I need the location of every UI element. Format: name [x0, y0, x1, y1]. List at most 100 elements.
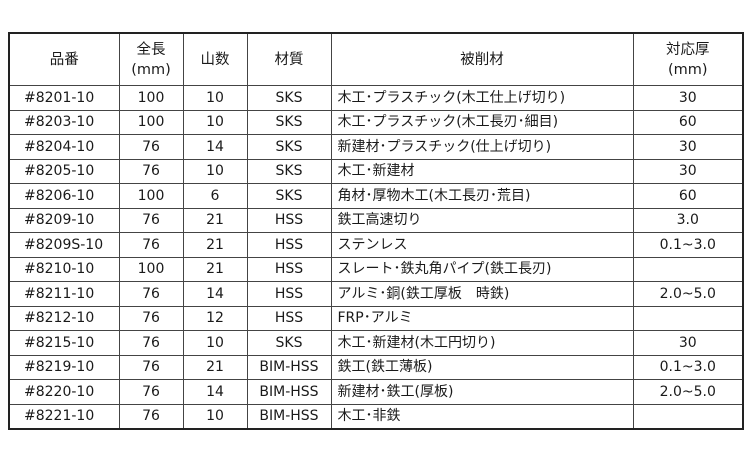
table-row: #8220-10 76 14 BIM-HSS 新建材･鉄工(厚板) 2.0~5.0 [8, 379, 744, 405]
cell-code: #8201-10 [8, 85, 120, 111]
table-row: #8206-10 100 6 SKS 角材･厚物木工(木工長刃･荒目) 60 [8, 183, 744, 209]
table-row: #8204-10 76 14 SKS 新建材･プラスチック(仕上げ切り) 30 [8, 134, 744, 160]
cell-material: BIM-HSS [246, 354, 332, 380]
cell-length: 76 [118, 354, 184, 380]
cell-teeth: 21 [182, 232, 248, 258]
cell-length: 76 [118, 379, 184, 405]
cell-teeth: 10 [182, 85, 248, 111]
header-teeth: 山数 [182, 32, 248, 86]
table-row: #8203-10 100 10 SKS 木工･プラスチック(木工長刃･細目) 60 [8, 109, 744, 135]
cell-workpiece: 鉄工高速切り [330, 207, 634, 233]
cell-length: 76 [118, 207, 184, 233]
header-thickness: 対応厚 (mm) [632, 32, 744, 86]
cell-length: 100 [118, 256, 184, 282]
cell-teeth: 21 [182, 354, 248, 380]
cell-length: 76 [118, 330, 184, 356]
table-row: #8212-10 76 12 HSS FRP･アルミ [8, 305, 744, 331]
cell-thickness: 2.0~5.0 [632, 281, 744, 307]
cell-teeth: 14 [182, 281, 248, 307]
table-row: #8210-10 100 21 HSS スレート･鉄丸角パイプ(鉄工長刃) [8, 256, 744, 282]
header-length-unit: (mm) [131, 61, 171, 78]
cell-thickness: 60 [632, 183, 744, 209]
cell-length: 100 [118, 109, 184, 135]
cell-length: 76 [118, 403, 184, 430]
cell-teeth: 14 [182, 379, 248, 405]
header-workpiece: 被削材 [330, 32, 634, 86]
cell-thickness: 0.1~3.0 [632, 354, 744, 380]
cell-code: #8209S-10 [8, 232, 120, 258]
cell-workpiece: 新建材･プラスチック(仕上げ切り) [330, 134, 634, 160]
table-row: #8205-10 76 10 SKS 木工･新建材 30 [8, 158, 744, 184]
cell-thickness: 3.0 [632, 207, 744, 233]
cell-code: #8204-10 [8, 134, 120, 160]
cell-code: #8219-10 [8, 354, 120, 380]
table-row: #8219-10 76 21 BIM-HSS 鉄工(鉄工薄板) 0.1~3.0 [8, 354, 744, 380]
cell-code: #8215-10 [8, 330, 120, 356]
table-row: #8211-10 76 14 HSS アルミ･銅(鉄工厚板 時鉄) 2.0~5.0 [8, 281, 744, 307]
cell-workpiece: 木工･プラスチック(木工仕上げ切り) [330, 85, 634, 111]
cell-length: 100 [118, 85, 184, 111]
cell-workpiece: 新建材･鉄工(厚板) [330, 379, 634, 405]
cell-teeth: 10 [182, 403, 248, 430]
cell-teeth: 10 [182, 109, 248, 135]
cell-workpiece: 鉄工(鉄工薄板) [330, 354, 634, 380]
table-row: #8201-10 100 10 SKS 木工･プラスチック(木工仕上げ切り) 30 [8, 85, 744, 111]
cell-material: SKS [246, 330, 332, 356]
cell-teeth: 6 [182, 183, 248, 209]
product-spec-table: 品番 全長 (mm) 山数 材質 被削材 対応厚 (mm) #8201-10 100 1… [8, 32, 744, 430]
cell-workpiece: スレート･鉄丸角パイプ(鉄工長刃) [330, 256, 634, 282]
cell-code: #8212-10 [8, 305, 120, 331]
cell-workpiece: 木工･プラスチック(木工長刃･細目) [330, 109, 634, 135]
cell-material: HSS [246, 232, 332, 258]
header-row: 品番 全長 (mm) 山数 材質 被削材 対応厚 (mm) [8, 32, 744, 86]
cell-material: BIM-HSS [246, 403, 332, 430]
header-length: 全長 (mm) [118, 32, 184, 86]
header-length-label: 全長 [136, 41, 166, 58]
cell-material: BIM-HSS [246, 379, 332, 405]
cell-material: HSS [246, 281, 332, 307]
cell-teeth: 10 [182, 330, 248, 356]
cell-teeth: 21 [182, 207, 248, 233]
cell-workpiece: 角材･厚物木工(木工長刃･荒目) [330, 183, 634, 209]
table-row: #8221-10 76 10 BIM-HSS 木工･非鉄 [8, 403, 744, 430]
cell-thickness: 30 [632, 85, 744, 111]
cell-workpiece: 木工･新建材(木工円切り) [330, 330, 634, 356]
table-row: #8209-10 76 21 HSS 鉄工高速切り 3.0 [8, 207, 744, 233]
cell-workpiece: FRP･アルミ [330, 305, 634, 331]
cell-code: #8220-10 [8, 379, 120, 405]
cell-thickness [632, 305, 744, 331]
cell-thickness: 30 [632, 330, 744, 356]
header-material: 材質 [246, 32, 332, 86]
cell-length: 76 [118, 232, 184, 258]
cell-material: HSS [246, 305, 332, 331]
header-thickness-label: 対応厚 [666, 41, 710, 58]
header-thickness-unit: (mm) [667, 61, 708, 78]
cell-teeth: 14 [182, 134, 248, 160]
cell-material: SKS [246, 183, 332, 209]
table-row: #8209S-10 76 21 HSS ステンレス 0.1~3.0 [8, 232, 744, 258]
table-row: #8215-10 76 10 SKS 木工･新建材(木工円切り) 30 [8, 330, 744, 356]
cell-thickness: 60 [632, 109, 744, 135]
cell-material: HSS [246, 256, 332, 282]
cell-length: 76 [118, 158, 184, 184]
cell-material: SKS [246, 158, 332, 184]
cell-code: #8206-10 [8, 183, 120, 209]
cell-code: #8211-10 [8, 281, 120, 307]
cell-thickness [632, 256, 744, 282]
cell-thickness: 30 [632, 158, 744, 184]
cell-teeth: 21 [182, 256, 248, 282]
cell-thickness: 2.0~5.0 [632, 379, 744, 405]
cell-teeth: 12 [182, 305, 248, 331]
cell-workpiece: 木工･新建材 [330, 158, 634, 184]
cell-length: 76 [118, 305, 184, 331]
cell-code: #8209-10 [8, 207, 120, 233]
cell-length: 100 [118, 183, 184, 209]
cell-workpiece: アルミ･銅(鉄工厚板 時鉄) [330, 281, 634, 307]
cell-thickness [632, 403, 744, 430]
cell-length: 76 [118, 134, 184, 160]
cell-workpiece: 木工･非鉄 [330, 403, 634, 430]
header-code: 品番 [8, 32, 120, 86]
cell-code: #8205-10 [8, 158, 120, 184]
cell-material: SKS [246, 134, 332, 160]
cell-thickness: 30 [632, 134, 744, 160]
